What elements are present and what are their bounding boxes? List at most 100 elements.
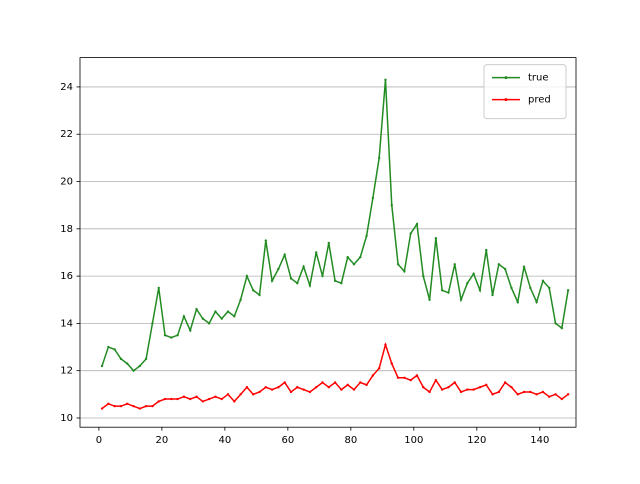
point-marker	[163, 334, 167, 337]
point-marker	[144, 404, 148, 408]
point-marker	[119, 357, 123, 361]
point-marker	[113, 348, 116, 351]
legend-marker	[504, 98, 508, 102]
point-marker	[195, 308, 198, 311]
point-marker	[126, 362, 129, 365]
point-marker	[296, 281, 299, 285]
point-marker	[283, 253, 286, 257]
point-marker	[226, 393, 230, 396]
point-marker	[214, 310, 217, 313]
point-marker	[144, 357, 148, 361]
point-marker	[132, 404, 135, 408]
point-marker	[440, 388, 444, 391]
point-marker	[453, 263, 456, 266]
point-marker	[478, 386, 482, 389]
point-marker	[566, 393, 570, 396]
point-marker	[497, 390, 501, 394]
point-marker	[554, 322, 557, 325]
point-marker	[365, 234, 368, 238]
y-tick-label: 14	[60, 318, 73, 329]
point-marker	[459, 390, 463, 394]
point-marker	[485, 248, 488, 252]
point-marker	[340, 388, 343, 391]
point-marker	[447, 386, 450, 389]
point-marker	[207, 322, 211, 325]
point-marker	[239, 298, 242, 301]
x-tick-label: 120	[467, 435, 486, 446]
point-marker	[252, 289, 255, 292]
point-marker	[189, 329, 192, 332]
point-marker	[535, 393, 538, 396]
point-marker	[377, 367, 381, 370]
point-marker	[409, 378, 412, 382]
point-marker	[258, 390, 261, 394]
point-marker	[491, 293, 494, 297]
point-marker	[226, 310, 230, 313]
y-tick-label: 18	[60, 224, 73, 235]
y-tick-label: 10	[60, 413, 73, 424]
point-marker	[245, 274, 249, 278]
point-marker	[157, 286, 160, 290]
point-marker	[107, 402, 110, 405]
point-marker	[302, 265, 305, 268]
point-marker	[333, 279, 337, 283]
point-marker	[258, 293, 261, 297]
point-marker	[428, 298, 431, 301]
point-marker	[359, 381, 362, 384]
point-marker	[233, 400, 236, 403]
point-marker	[522, 390, 526, 394]
point-marker	[189, 397, 192, 401]
point-marker	[132, 369, 135, 372]
point-marker	[491, 393, 494, 396]
point-marker	[119, 404, 123, 408]
point-marker	[541, 390, 545, 394]
point-marker	[182, 315, 186, 318]
point-marker	[434, 237, 438, 240]
point-marker	[207, 397, 211, 401]
point-marker	[270, 279, 274, 283]
point-marker	[529, 286, 532, 290]
point-marker	[371, 196, 375, 200]
point-marker	[327, 241, 330, 245]
point-marker	[396, 263, 400, 266]
y-tick-label: 12	[60, 366, 73, 377]
point-marker	[535, 300, 538, 304]
point-marker	[346, 255, 349, 259]
point-marker	[466, 388, 469, 391]
point-marker	[384, 78, 387, 82]
point-marker	[270, 388, 274, 391]
point-marker	[384, 343, 387, 346]
legend: true pred	[483, 64, 567, 120]
x-tick-label: 20	[156, 435, 169, 446]
point-marker	[529, 390, 532, 394]
point-marker	[277, 386, 280, 389]
point-marker	[560, 397, 564, 401]
y-tick-label: 16	[60, 271, 73, 282]
point-marker	[289, 390, 293, 394]
point-marker	[214, 395, 217, 398]
point-marker	[302, 388, 305, 391]
point-marker	[548, 286, 551, 290]
point-marker	[100, 364, 104, 368]
point-marker	[107, 345, 110, 349]
point-marker	[233, 315, 236, 318]
y-tick-label: 22	[60, 129, 73, 140]
point-marker	[314, 386, 318, 389]
point-marker	[459, 298, 463, 301]
point-marker	[472, 388, 475, 391]
point-marker	[277, 267, 280, 271]
point-marker	[409, 232, 412, 235]
point-marker	[220, 397, 223, 401]
x-tick-label: 60	[281, 435, 294, 446]
point-marker	[333, 381, 337, 384]
point-marker	[403, 270, 406, 273]
point-marker	[359, 255, 362, 259]
point-marker	[239, 393, 242, 396]
point-marker	[126, 402, 129, 405]
point-marker	[422, 386, 425, 389]
point-marker	[138, 407, 142, 410]
plot-frame	[79, 57, 577, 428]
point-marker	[365, 383, 368, 387]
point-marker	[151, 404, 154, 408]
point-marker	[510, 286, 513, 290]
